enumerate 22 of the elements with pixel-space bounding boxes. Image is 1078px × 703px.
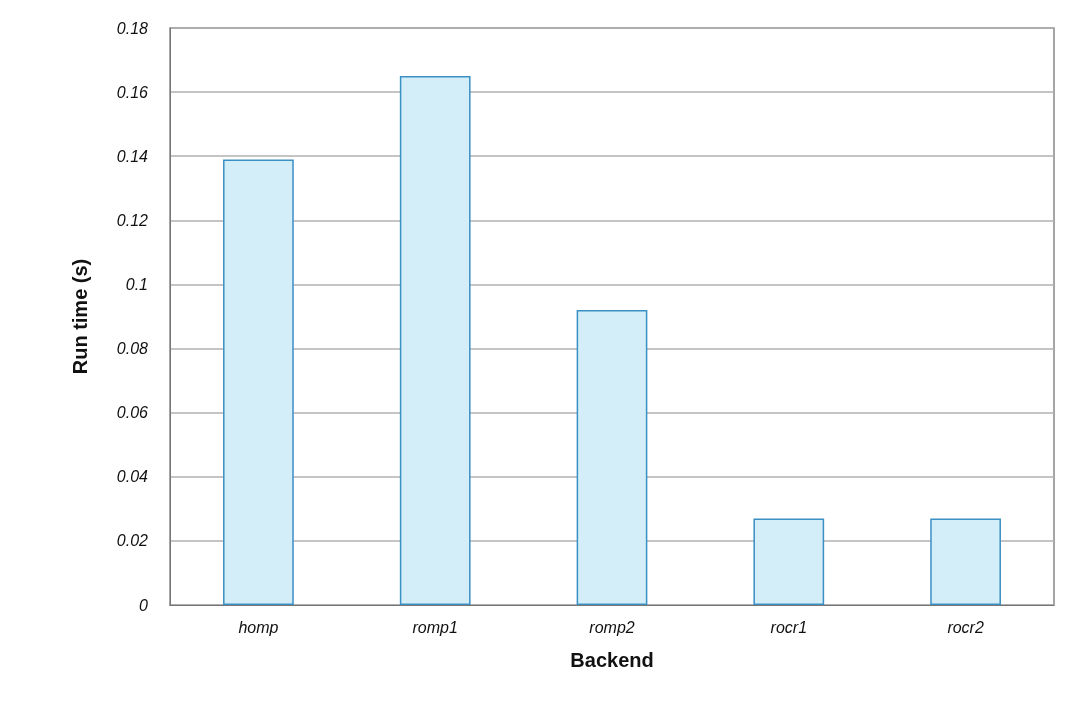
x-tick-label: rocr2	[947, 618, 984, 636]
y-tick-label: 0.12	[116, 211, 149, 229]
y-tick-label: 0.08	[116, 340, 149, 358]
bar	[753, 518, 825, 605]
x-tick-label: romp2	[589, 618, 635, 636]
x-tick-label: homp	[238, 618, 279, 636]
y-tick-label: 0.16	[116, 83, 149, 101]
y-tick-label: 0.1	[125, 275, 148, 293]
y-tick-label: 0.04	[116, 468, 149, 486]
y-tick-label: 0.06	[116, 404, 149, 422]
y-tick-label: 0	[139, 596, 149, 614]
bar	[576, 310, 648, 605]
y-tick-label: 0.02	[116, 532, 149, 550]
bar	[930, 518, 1001, 605]
x-axis-title: Backend	[570, 649, 654, 671]
y-tick-label: 0.14	[116, 147, 149, 165]
x-tick-label: rocr1	[770, 618, 808, 636]
y-axis-title: Run time (s)	[69, 258, 91, 375]
bar	[223, 159, 294, 605]
x-tick-label: romp1	[412, 618, 458, 636]
bar	[399, 76, 471, 605]
y-tick-label: 0.18	[116, 19, 149, 37]
